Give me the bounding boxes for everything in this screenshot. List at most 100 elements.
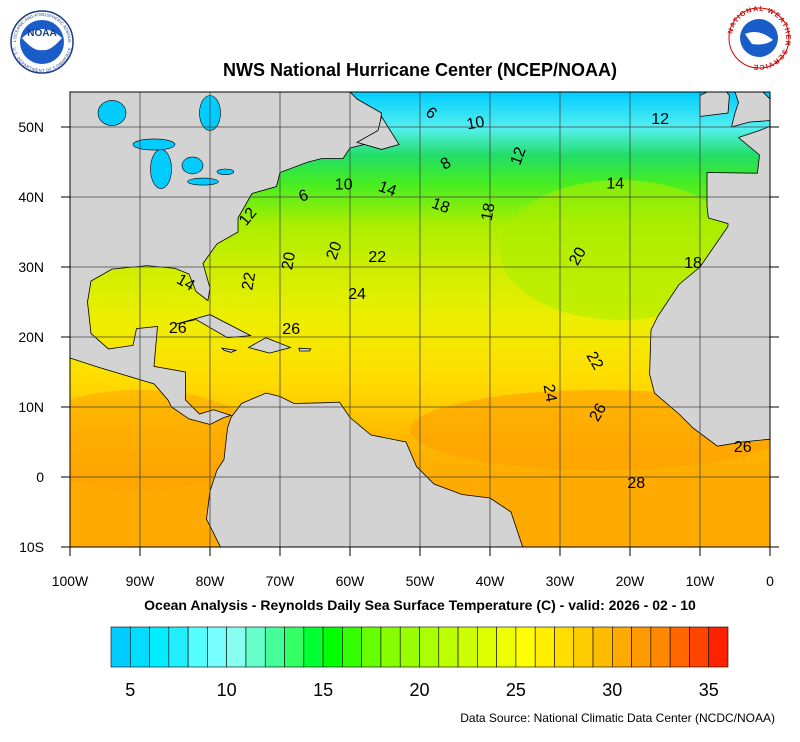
data-source: Data Source: National Climatic Data Cent… <box>460 711 775 725</box>
colorbar-swatch <box>534 626 555 668</box>
colorbar-swatch <box>380 626 401 668</box>
north-america <box>70 92 382 425</box>
colorbar-swatch <box>264 626 285 668</box>
newfoundland <box>355 115 400 150</box>
contour-label: 10 <box>465 114 486 134</box>
colorbar-label: 30 <box>602 680 622 700</box>
colorbar-swatch <box>303 626 324 668</box>
colorbar-swatch <box>342 626 362 668</box>
contour-label: 28 <box>627 475 645 492</box>
lake <box>216 168 235 175</box>
contour-label: 12 <box>508 145 530 168</box>
nws-logo: NATIONAL WEATHER SERVICE <box>727 6 791 70</box>
colorbar-swatch <box>207 626 227 668</box>
colorbar-label: 35 <box>699 680 719 700</box>
colorbar-swatch <box>592 626 613 668</box>
lon-label: 10W <box>686 573 716 589</box>
jamaica <box>220 347 238 353</box>
great-britain <box>730 92 770 128</box>
lat-label: 20N <box>18 329 44 345</box>
colorbar-swatch <box>149 626 170 668</box>
lon-label: 30W <box>546 573 576 589</box>
contour-label: 24 <box>540 383 560 404</box>
caption: Ocean Analysis - Reynolds Daily Sea Surf… <box>144 597 696 613</box>
colorbar-swatch <box>708 626 729 668</box>
colorbar-swatch <box>419 626 440 668</box>
colorbar-swatch <box>669 626 690 668</box>
lat-label: 10N <box>18 399 44 415</box>
contour-label: 14 <box>376 178 399 200</box>
contour-label: 10 <box>335 177 353 194</box>
lon-label: 80W <box>196 573 226 589</box>
lake <box>187 177 219 186</box>
colorbar-swatch <box>322 626 343 668</box>
colorbar-swatch <box>573 626 594 668</box>
lon-label: 90W <box>126 573 156 589</box>
colorbar-swatch <box>187 626 208 668</box>
colorbar-swatch <box>457 626 478 668</box>
lon-label: 40W <box>476 573 506 589</box>
colorbar-swatch <box>284 626 305 668</box>
lon-label: 100W <box>52 573 89 589</box>
colorbar-label: 20 <box>409 680 429 700</box>
contour-label: 20 <box>324 239 346 262</box>
europe-africa <box>649 125 770 447</box>
colorbar-swatch <box>650 626 671 668</box>
lat-label: 40N <box>18 189 44 205</box>
contour-label: 22 <box>583 349 607 373</box>
colorbar-swatch <box>399 626 420 668</box>
noaa-logo: NOAA NATIONAL OCEANIC AND ATMOSPHERIC AD… <box>0 0 74 74</box>
colorbar-swatch <box>477 626 497 668</box>
lon-label: 20W <box>616 573 646 589</box>
lat-label: 0 <box>36 469 44 485</box>
lake <box>181 156 204 175</box>
contour-label: 26 <box>734 439 752 456</box>
colorbar-swatch <box>245 626 266 668</box>
colorbar-swatch <box>515 626 536 668</box>
lake <box>150 149 172 189</box>
ireland <box>699 92 730 117</box>
contour-label: 26 <box>282 321 300 338</box>
graticule <box>70 92 770 547</box>
noaa-logo-text: NOAA <box>27 28 56 39</box>
south-america <box>206 392 524 547</box>
colorbar-swatch <box>438 626 459 668</box>
lat-label: 50N <box>18 119 44 135</box>
colorbar: 5 10 15 20 25 30 35 <box>110 626 729 700</box>
contour-label: 20 <box>566 245 590 269</box>
contour-label: 26 <box>169 320 187 337</box>
lat-label: 30N <box>18 259 44 275</box>
lon-label: 50W <box>406 573 436 589</box>
contour-label: 22 <box>239 271 259 292</box>
axes: 100W 90W 80W 70W 60W 50W 40W 30W 20W 10W 0 50N 40N 30… <box>18 119 779 589</box>
colorbar-label: 15 <box>313 680 333 700</box>
contour-label: 24 <box>348 286 366 303</box>
colorbar-label: 5 <box>125 680 135 700</box>
colorbar-swatch <box>168 626 189 668</box>
contour-label: 20 <box>279 251 299 272</box>
contour-label: 14 <box>173 271 197 295</box>
colorbar-label: 25 <box>506 680 526 700</box>
lon-label: 60W <box>336 573 366 589</box>
puerto-rico <box>298 347 312 352</box>
title: NWS National Hurricane Center (NCEP/NOAA… <box>223 60 617 80</box>
contour-label: 14 <box>606 175 624 192</box>
lake <box>132 138 176 151</box>
colorbar-swatch <box>631 626 652 668</box>
contour-label: 18 <box>479 202 499 223</box>
colorbar-swatch <box>129 626 150 668</box>
colorbar-label: 10 <box>217 680 237 700</box>
contour-label: 12 <box>651 111 669 128</box>
colorbar-swatch <box>361 626 382 668</box>
land <box>70 92 770 547</box>
colorbar-swatch <box>496 626 517 668</box>
colorbar-swatch <box>554 626 575 668</box>
contour-label: 22 <box>368 249 386 266</box>
colorbar-swatch <box>226 626 247 668</box>
colorbar-swatch <box>689 626 710 668</box>
lake <box>97 100 127 126</box>
contour-label: 26 <box>587 401 611 425</box>
lon-label: 0 <box>766 573 774 589</box>
